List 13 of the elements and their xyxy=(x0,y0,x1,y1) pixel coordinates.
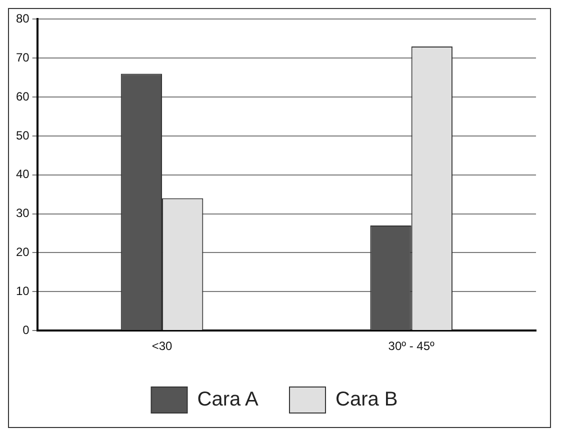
y-tick-label: 60 xyxy=(16,89,30,104)
y-tick-label: 10 xyxy=(16,284,30,298)
y-tick-label: 20 xyxy=(16,245,30,260)
y-tick-label: 30 xyxy=(16,206,30,220)
y-tick-label: 80 xyxy=(16,12,30,26)
y-tick-label: 0 xyxy=(22,322,30,337)
x-tick-label: 30º - 45º xyxy=(388,339,436,354)
legend-label: Cara A xyxy=(197,388,260,411)
y-tick-label: 40 xyxy=(16,167,30,182)
legend-label: Cara B xyxy=(336,388,398,411)
x-tick-label: <30 xyxy=(152,339,173,354)
y-tick-label: 50 xyxy=(16,128,30,142)
y-tick-label: 70 xyxy=(16,50,30,64)
